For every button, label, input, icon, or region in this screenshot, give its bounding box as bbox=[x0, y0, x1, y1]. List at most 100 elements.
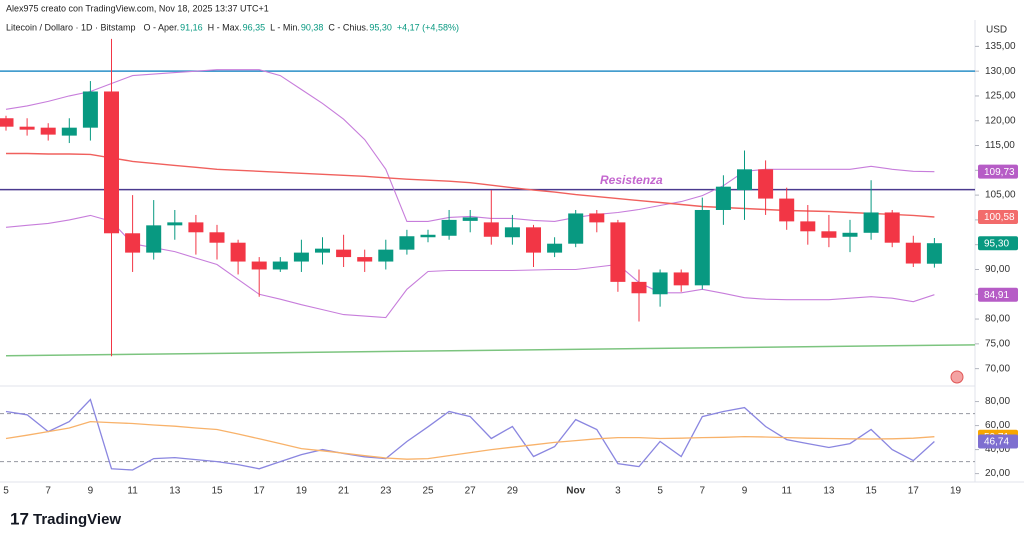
candle-body bbox=[526, 227, 541, 253]
legend-text: Litecoin / Dollaro · 1D · Bitstamp bbox=[6, 22, 136, 32]
x-tick-label: 25 bbox=[422, 486, 434, 497]
price-tag-label: 95,30 bbox=[984, 238, 1009, 249]
candle-body bbox=[19, 126, 35, 130]
legend-text: O - Aper. bbox=[144, 22, 180, 32]
candle-body bbox=[737, 169, 752, 191]
candle-body bbox=[125, 233, 141, 253]
candle-body bbox=[293, 252, 309, 262]
candle-body bbox=[905, 242, 921, 264]
y-tick-label: 130,00 bbox=[985, 66, 1016, 77]
candle-body bbox=[399, 236, 415, 250]
price-tag bbox=[978, 434, 1018, 449]
price-tag-label: 84,91 bbox=[984, 290, 1009, 301]
price-tag bbox=[978, 210, 1018, 225]
candle-body bbox=[272, 261, 288, 270]
candle-body bbox=[357, 257, 373, 262]
x-tick-label: 7 bbox=[700, 486, 706, 497]
y-tick-label: 125,00 bbox=[985, 91, 1016, 102]
y-tick-label: 115,00 bbox=[985, 140, 1015, 151]
candle-body bbox=[420, 234, 436, 238]
candle-body bbox=[652, 272, 668, 295]
y-tick-label: 80,00 bbox=[985, 314, 1010, 325]
candle-body bbox=[230, 242, 246, 262]
candle-body bbox=[462, 217, 478, 221]
candle-body bbox=[0, 118, 14, 127]
y-tick-label: 75,00 bbox=[985, 338, 1010, 349]
x-tick-label: 19 bbox=[296, 486, 308, 497]
x-tick-label: 13 bbox=[169, 486, 181, 497]
candle-body bbox=[483, 222, 499, 237]
trendline bbox=[5, 344, 976, 357]
brand: TradingView bbox=[33, 511, 121, 528]
x-tick-label: 13 bbox=[823, 486, 835, 497]
event-icon bbox=[950, 370, 964, 384]
x-tick-label: 19 bbox=[950, 486, 962, 497]
candle-body bbox=[441, 219, 457, 236]
candle-body bbox=[336, 249, 352, 258]
candle-body bbox=[104, 91, 119, 234]
y-tick-label: 20,00 bbox=[985, 468, 1010, 479]
series-line bbox=[5, 398, 935, 471]
candle-body bbox=[631, 281, 647, 294]
candle-body bbox=[842, 232, 858, 237]
x-tick-label: 9 bbox=[88, 486, 94, 497]
legend-text: H - Max. bbox=[208, 22, 242, 32]
candle-body bbox=[800, 221, 816, 232]
level-label: Resistenza bbox=[600, 173, 663, 187]
candle-body bbox=[188, 222, 204, 233]
brand-icon: 17 bbox=[10, 509, 29, 528]
y-tick-label: 60,00 bbox=[985, 420, 1010, 431]
price-tag-label: 100,58 bbox=[984, 212, 1015, 223]
candle-body bbox=[40, 127, 56, 135]
candle-body bbox=[926, 243, 942, 264]
legend-text: 95,30 bbox=[369, 22, 392, 32]
candle-body bbox=[378, 249, 394, 262]
legend-text: 90,38 bbox=[301, 22, 324, 32]
x-tick-label: 11 bbox=[127, 486, 138, 497]
candle-body bbox=[209, 232, 225, 243]
y-tick-label: 135,00 bbox=[985, 41, 1016, 52]
candle-body bbox=[547, 243, 563, 253]
x-tick-label: 3 bbox=[615, 486, 621, 497]
candle-body bbox=[779, 198, 795, 222]
candle-body bbox=[758, 169, 774, 199]
x-tick-label: 5 bbox=[3, 486, 9, 497]
y-tick-label: 80,00 bbox=[985, 396, 1010, 407]
y-tick-label: 120,00 bbox=[985, 115, 1016, 126]
credit: Alex975 creato con TradingView.com, Nov … bbox=[6, 3, 269, 13]
y-tick-label: 105,00 bbox=[985, 190, 1016, 201]
x-tick-label: 27 bbox=[465, 486, 477, 497]
candle-body bbox=[610, 222, 626, 282]
x-tick-label: 7 bbox=[45, 486, 51, 497]
x-tick-label: 17 bbox=[254, 486, 266, 497]
candle-body bbox=[315, 248, 330, 253]
candle-body bbox=[568, 213, 584, 244]
legend-text: 96,35 bbox=[243, 22, 266, 32]
x-tick-label: 17 bbox=[908, 486, 920, 497]
price-tag-label: 46,74 bbox=[984, 437, 1009, 448]
candle-body bbox=[863, 212, 879, 233]
candle-body bbox=[61, 127, 77, 136]
candle-body bbox=[715, 186, 731, 210]
price-tag bbox=[978, 287, 1018, 302]
x-tick-label: 15 bbox=[866, 486, 878, 497]
candle-body bbox=[167, 222, 183, 226]
x-tick-label: 5 bbox=[657, 486, 663, 497]
candle-body bbox=[884, 212, 900, 243]
y-tick-label: 70,00 bbox=[985, 363, 1010, 374]
legend-text: +4,17 (+4,58%) bbox=[397, 22, 459, 32]
price-tag-label: 109,73 bbox=[984, 167, 1015, 178]
y-tick-label: 40,00 bbox=[985, 444, 1010, 455]
candle-body bbox=[504, 227, 520, 238]
x-tick-label: 21 bbox=[338, 486, 350, 497]
candle-body bbox=[694, 209, 710, 286]
candle-body bbox=[82, 91, 98, 128]
x-tick-label: 11 bbox=[782, 486, 793, 497]
series-line bbox=[5, 420, 935, 460]
x-tick-label: 29 bbox=[507, 486, 519, 497]
currency: USD bbox=[986, 25, 1007, 36]
x-tick-label: 23 bbox=[380, 486, 392, 497]
price-tag bbox=[978, 236, 1018, 251]
